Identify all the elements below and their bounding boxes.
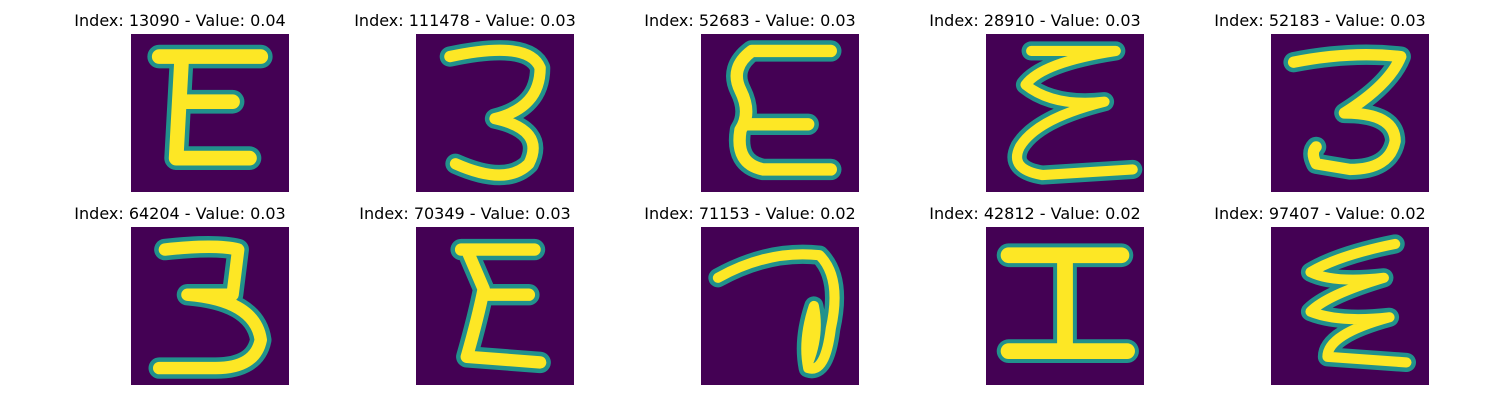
digit-image (701, 227, 859, 385)
panel-4: Index: 28910 - Value: 0.03 (885, 0, 1185, 192)
panel-7: Index: 70349 - Value: 0.03 (315, 193, 615, 385)
panel-title: Index: 70349 - Value: 0.03 (359, 204, 571, 223)
panel-10: Index: 97407 - Value: 0.02 (1170, 193, 1470, 385)
panel-title: Index: 52183 - Value: 0.03 (1214, 11, 1426, 30)
digit-image (131, 227, 289, 385)
panel-title: Index: 111478 - Value: 0.03 (354, 11, 576, 30)
panel-2: Index: 111478 - Value: 0.03 (315, 0, 615, 192)
digit-image (416, 227, 574, 385)
digit-image (986, 227, 1144, 385)
panel-title: Index: 97407 - Value: 0.02 (1214, 204, 1426, 223)
panel-8: Index: 71153 - Value: 0.02 (600, 193, 900, 385)
digit-image (986, 34, 1144, 192)
digit-image (416, 34, 574, 192)
digit-image (1271, 34, 1429, 192)
panel-title: Index: 71153 - Value: 0.02 (644, 204, 856, 223)
panel-5: Index: 52183 - Value: 0.03 (1170, 0, 1470, 192)
digit-image (701, 34, 859, 192)
panel-title: Index: 52683 - Value: 0.03 (644, 11, 856, 30)
panel-title: Index: 13090 - Value: 0.04 (74, 11, 286, 30)
panel-6: Index: 64204 - Value: 0.03 (30, 193, 330, 385)
digit-image (1271, 227, 1429, 385)
panel-title: Index: 28910 - Value: 0.03 (929, 11, 1141, 30)
panel-3: Index: 52683 - Value: 0.03 (600, 0, 900, 192)
panel-title: Index: 42812 - Value: 0.02 (929, 204, 1141, 223)
panel-9: Index: 42812 - Value: 0.02 (885, 193, 1185, 385)
panel-title: Index: 64204 - Value: 0.03 (74, 204, 286, 223)
digit-image (131, 34, 289, 192)
panel-1: Index: 13090 - Value: 0.04 (30, 0, 330, 192)
